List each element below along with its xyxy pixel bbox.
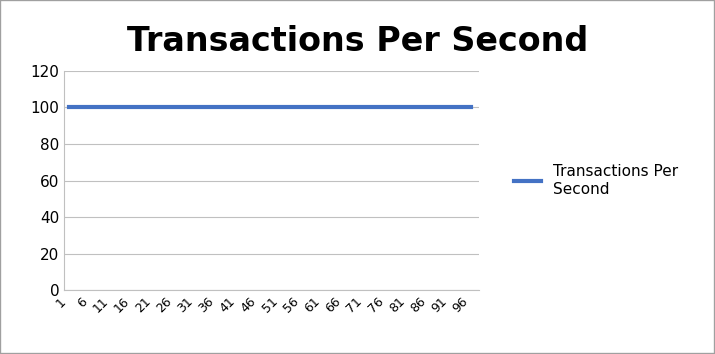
Legend: Transactions Per
Second: Transactions Per Second	[508, 158, 684, 203]
Text: Transactions Per Second: Transactions Per Second	[127, 25, 588, 58]
